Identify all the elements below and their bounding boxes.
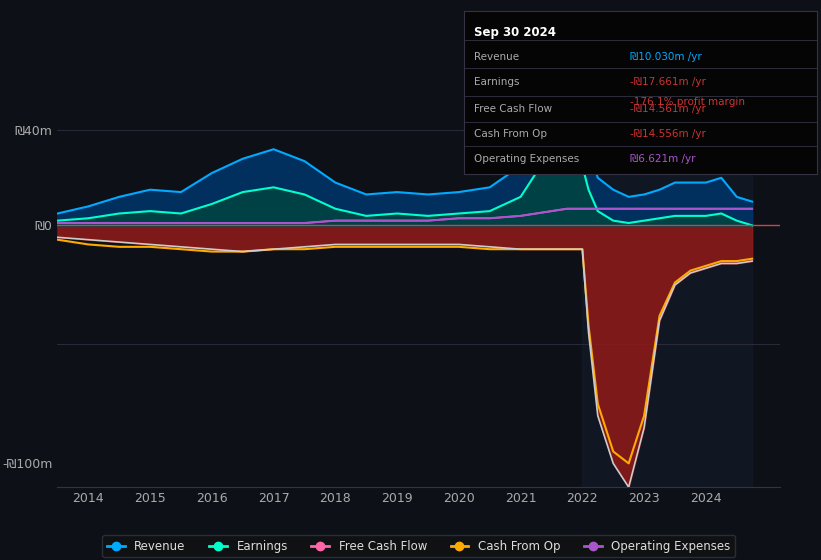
Text: Revenue: Revenue (475, 52, 520, 62)
Text: -₪14.561m /yr: -₪14.561m /yr (630, 104, 706, 114)
Text: ₪6.621m /yr: ₪6.621m /yr (630, 154, 695, 164)
Legend: Revenue, Earnings, Free Cash Flow, Cash From Op, Operating Expenses: Revenue, Earnings, Free Cash Flow, Cash … (103, 535, 735, 557)
Text: Cash From Op: Cash From Op (475, 129, 548, 139)
Text: -₪14.556m /yr: -₪14.556m /yr (630, 129, 706, 139)
Text: Sep 30 2024: Sep 30 2024 (475, 26, 557, 39)
Text: Free Cash Flow: Free Cash Flow (475, 104, 553, 114)
Text: -₪17.661m /yr: -₪17.661m /yr (630, 77, 706, 87)
Text: Earnings: Earnings (475, 77, 520, 87)
Text: -176.1% profit margin: -176.1% profit margin (630, 97, 745, 107)
Text: ₪10.030m /yr: ₪10.030m /yr (630, 52, 701, 62)
Text: Operating Expenses: Operating Expenses (475, 154, 580, 164)
